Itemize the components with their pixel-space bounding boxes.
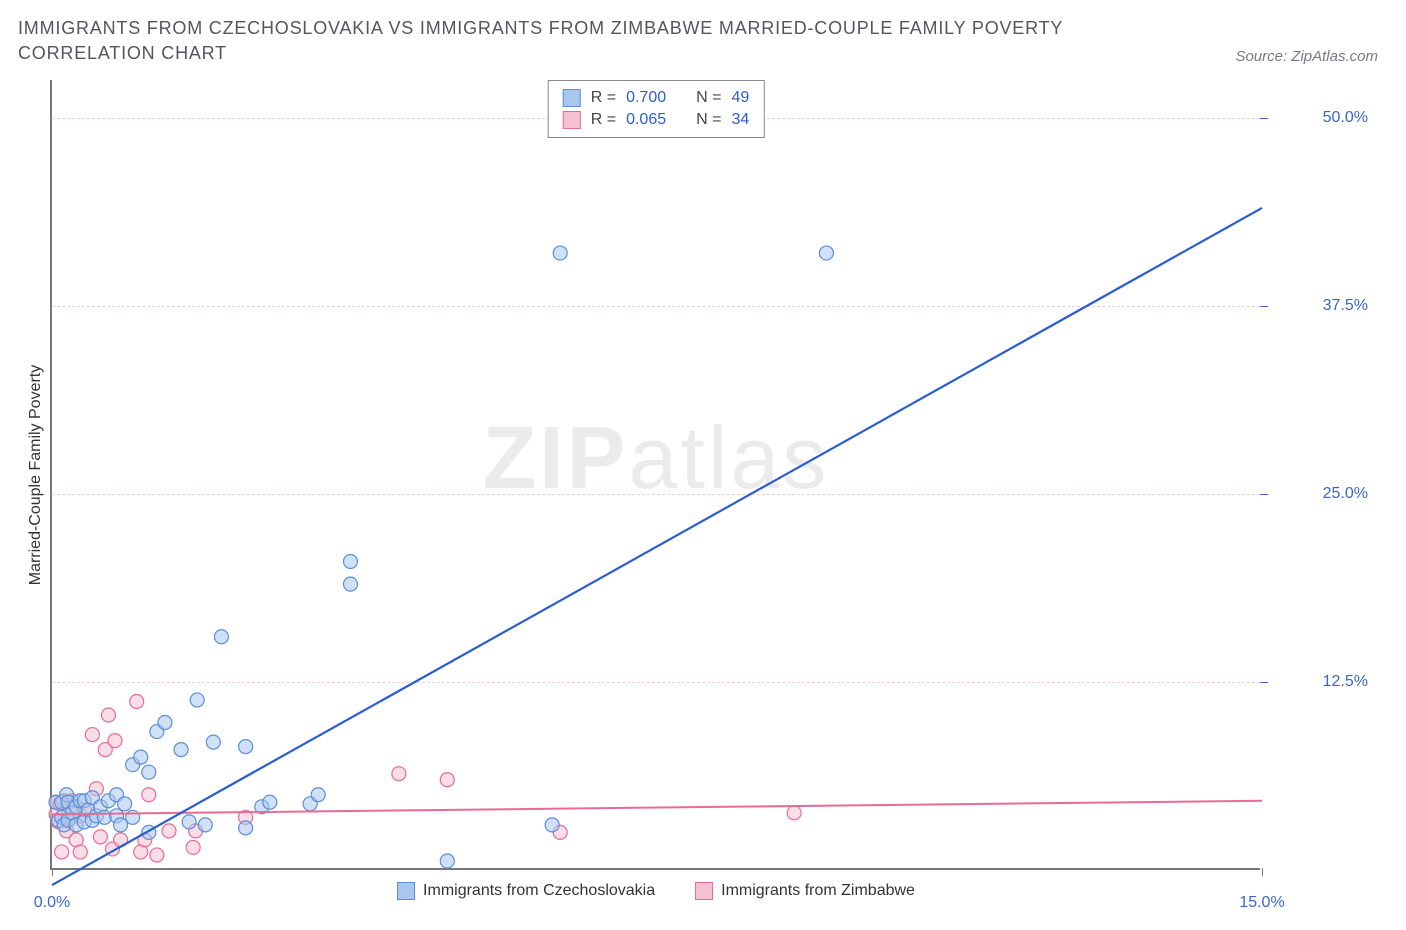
legend-stats-row-1: R = 0.065 N = 34 bbox=[563, 109, 750, 131]
legend-series-item-0: Immigrants from Czechoslovakia bbox=[397, 882, 655, 900]
plot-svg bbox=[52, 80, 1262, 870]
scatter-point bbox=[186, 840, 200, 854]
chart-area: Married-Couple Family Poverty ZIPatlas R… bbox=[50, 80, 1370, 870]
scatter-point bbox=[114, 818, 128, 832]
y-tick-label: 37.5% bbox=[1323, 297, 1368, 315]
scatter-point bbox=[392, 767, 406, 781]
legend-series: Immigrants from Czechoslovakia Immigrant… bbox=[397, 882, 915, 900]
legend-n-label: N = bbox=[696, 89, 721, 107]
chart-title: IMMIGRANTS FROM CZECHOSLOVAKIA VS IMMIGR… bbox=[18, 16, 1206, 66]
scatter-point bbox=[134, 750, 148, 764]
scatter-point bbox=[142, 765, 156, 779]
y-tick-label: 50.0% bbox=[1323, 109, 1368, 127]
scatter-point bbox=[85, 728, 99, 742]
legend-n-value-1: 34 bbox=[731, 111, 749, 129]
source-label: Source: ZipAtlas.com bbox=[1235, 48, 1378, 65]
scatter-point bbox=[93, 830, 107, 844]
scatter-point bbox=[182, 815, 196, 829]
scatter-point bbox=[311, 788, 325, 802]
y-tick-label: 12.5% bbox=[1323, 673, 1368, 691]
legend-stats: R = 0.700 N = 49 R = 0.065 N = 34 bbox=[548, 80, 765, 138]
legend-n-value-0: 49 bbox=[731, 89, 749, 107]
scatter-point bbox=[158, 716, 172, 730]
legend-series-item-1: Immigrants from Zimbabwe bbox=[695, 882, 915, 900]
scatter-point bbox=[55, 845, 69, 859]
plot-inner: ZIPatlas R = 0.700 N = 49 R = 0.065 N = … bbox=[50, 80, 1260, 870]
scatter-point bbox=[343, 577, 357, 591]
scatter-point bbox=[206, 735, 220, 749]
scatter-point bbox=[174, 743, 188, 757]
legend-stats-row-0: R = 0.700 N = 49 bbox=[563, 87, 750, 109]
trend-line bbox=[52, 208, 1262, 885]
legend-r-value-0: 0.700 bbox=[626, 89, 666, 107]
scatter-point bbox=[263, 795, 277, 809]
legend-series-swatch-0 bbox=[397, 882, 415, 900]
scatter-point bbox=[545, 818, 559, 832]
scatter-point bbox=[819, 246, 833, 260]
legend-r-label: R = bbox=[591, 89, 616, 107]
scatter-point bbox=[239, 740, 253, 754]
legend-series-swatch-1 bbox=[695, 882, 713, 900]
legend-r-label: R = bbox=[591, 111, 616, 129]
scatter-point bbox=[142, 788, 156, 802]
legend-r-value-1: 0.065 bbox=[626, 111, 666, 129]
scatter-point bbox=[198, 818, 212, 832]
scatter-point bbox=[150, 848, 164, 862]
legend-swatch-0 bbox=[563, 89, 581, 107]
scatter-point bbox=[190, 693, 204, 707]
legend-series-label-0: Immigrants from Czechoslovakia bbox=[423, 882, 655, 900]
scatter-point bbox=[73, 845, 87, 859]
x-tick-label: 0.0% bbox=[34, 894, 70, 912]
scatter-point bbox=[553, 246, 567, 260]
y-axis-label: Married-Couple Family Poverty bbox=[27, 365, 45, 586]
scatter-point bbox=[118, 797, 132, 811]
legend-series-label-1: Immigrants from Zimbabwe bbox=[721, 882, 915, 900]
x-tick bbox=[1262, 868, 1263, 876]
scatter-point bbox=[214, 630, 228, 644]
scatter-point bbox=[440, 773, 454, 787]
legend-swatch-1 bbox=[563, 111, 581, 129]
scatter-point bbox=[239, 821, 253, 835]
scatter-point bbox=[440, 854, 454, 868]
scatter-point bbox=[343, 555, 357, 569]
scatter-point bbox=[787, 806, 801, 820]
x-tick-label: 15.0% bbox=[1239, 894, 1284, 912]
scatter-point bbox=[130, 694, 144, 708]
y-tick-label: 25.0% bbox=[1323, 485, 1368, 503]
trend-line bbox=[52, 801, 1262, 815]
scatter-point bbox=[162, 824, 176, 838]
scatter-point bbox=[101, 708, 115, 722]
scatter-point bbox=[108, 734, 122, 748]
legend-n-label: N = bbox=[696, 111, 721, 129]
